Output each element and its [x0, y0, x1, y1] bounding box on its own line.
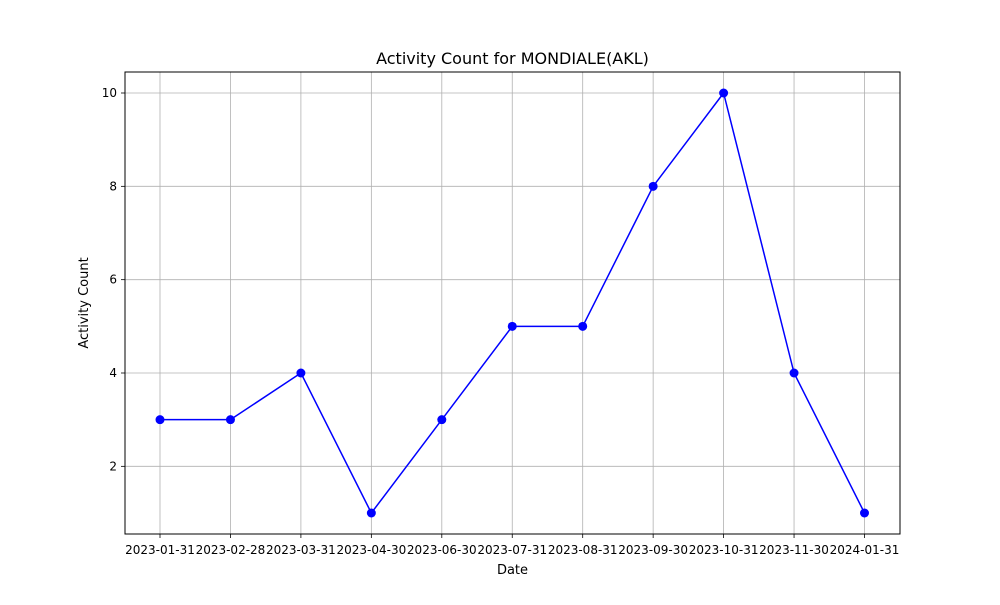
x-tick-label: 2023-01-31 [125, 543, 195, 557]
series-layer [155, 88, 869, 518]
x-tick-label: 2023-10-31 [689, 543, 759, 557]
axis-ticks: 2023-01-31 2023-02-28 2023-03-31 2023-04-30… [102, 86, 900, 557]
y-tick-label: 6 [109, 273, 117, 287]
y-tick-label: 10 [102, 86, 117, 100]
data-point [648, 181, 658, 191]
x-tick-label: 2023-04-30 [336, 543, 406, 557]
data-point [578, 321, 588, 331]
data-point [437, 415, 447, 425]
data-point [366, 508, 376, 518]
x-tick-label: 2023-03-31 [266, 543, 336, 557]
x-tick-label: 2023-02-28 [196, 543, 266, 557]
x-tick-label: 2023-08-31 [548, 543, 618, 557]
chart-title: Activity Count for MONDIALE(AKL) [376, 49, 649, 68]
x-tick-label: 2024-01-31 [830, 543, 900, 557]
x-tick-label: 2023-11-30 [759, 543, 829, 557]
data-point [155, 415, 165, 425]
data-point [719, 88, 729, 98]
y-axis-label: Activity Count [77, 257, 92, 348]
data-point [789, 368, 799, 378]
x-tick-label: 2023-09-30 [618, 543, 688, 557]
data-point [507, 321, 517, 331]
x-axis-label: Date [497, 563, 528, 578]
data-point [225, 415, 235, 425]
y-tick-label: 2 [109, 459, 117, 473]
y-tick-label: 4 [109, 366, 117, 380]
data-point [296, 368, 306, 378]
x-tick-label: 2023-07-31 [477, 543, 547, 557]
y-tick-label: 8 [109, 179, 117, 193]
data-point [860, 508, 869, 518]
x-tick-label: 2023-06-30 [407, 543, 477, 557]
